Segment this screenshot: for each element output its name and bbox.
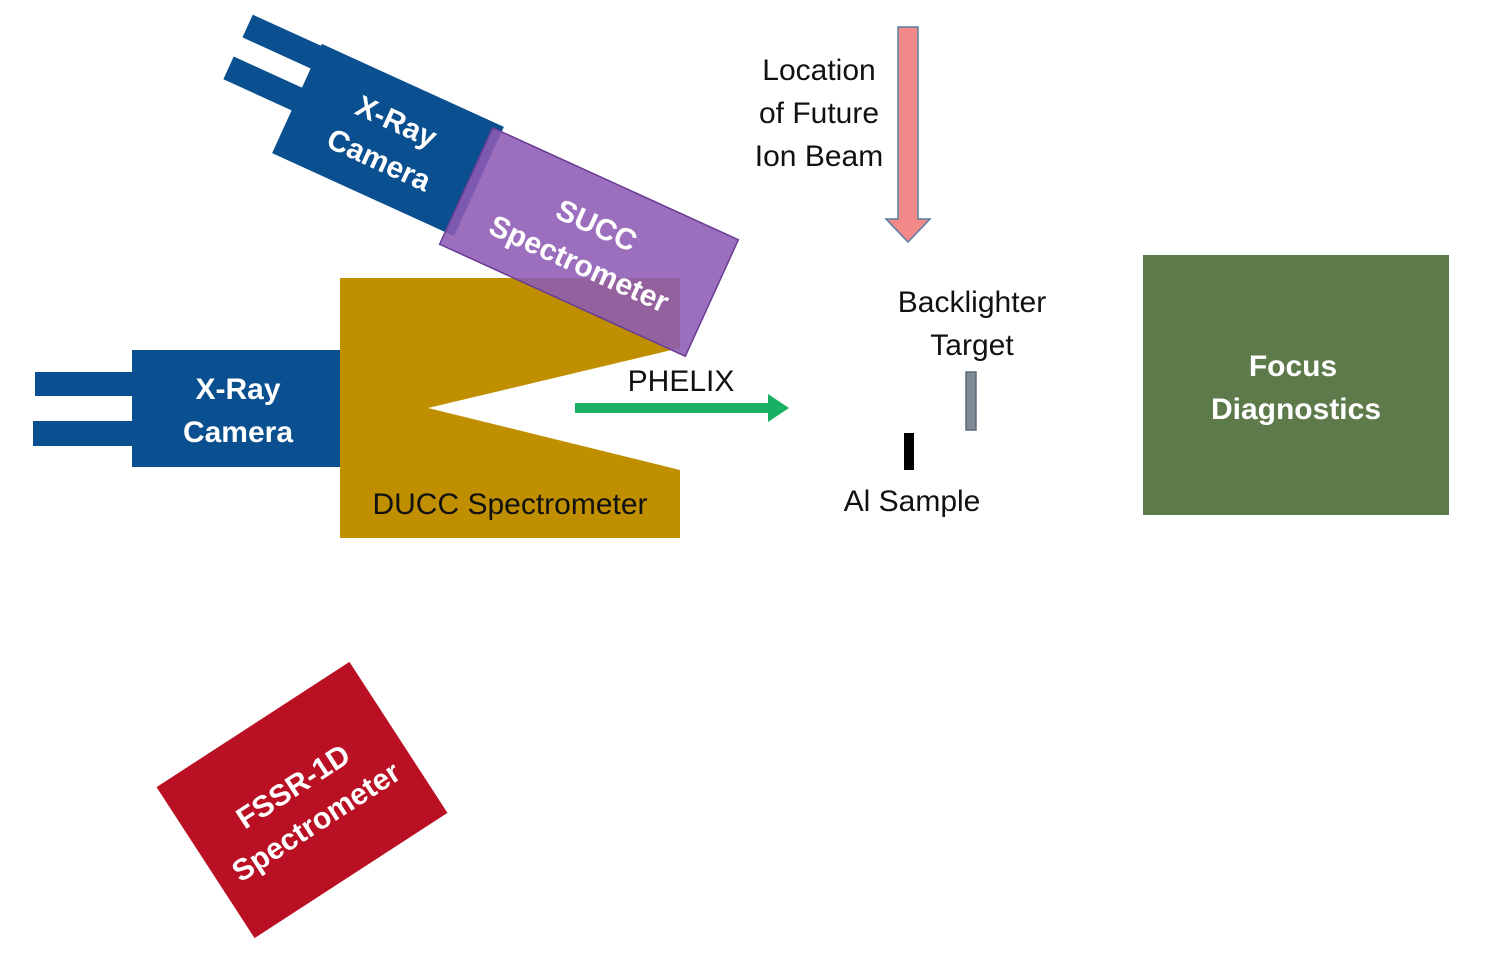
left-camera-prong-top [35,372,135,396]
succ-spectrometer: SUCC Spectrometer [438,126,740,358]
sample-label: Al Sample [844,485,981,518]
backlighter-label-line2: Target [930,329,1014,362]
al-sample: Al Sample [844,433,981,518]
ion-beam-label-line3: Ion Beam [755,140,883,173]
backlighter-bar [965,371,977,431]
sample-bar [904,433,914,470]
backlighter-target: Backlighter Target [898,286,1046,431]
left-xray-camera: X-Ray Camera [33,350,340,467]
focus-diagnostics: Focus Diagnostics [1143,255,1449,515]
ion-beam-label-line1: Location [762,54,875,87]
backlighter-label-line1: Backlighter [898,286,1046,319]
top-camera-prong-top [242,14,335,75]
top-camera-prong-bottom [223,56,316,117]
fssr-spectrometer: FSSR-1D Spectrometer [156,661,448,939]
succ-body [438,126,740,358]
phelix-arrow [575,394,789,422]
phelix-label: PHELIX [628,365,735,398]
ducc-spectrometer: DUCC Spectrometer [340,278,680,538]
top-camera-body [272,43,504,237]
ion-beam-arrow [884,26,932,244]
left-camera-label-line1: X-Ray [195,373,280,406]
ion-beam: Location of Future Ion Beam [755,26,932,244]
ducc-body [340,278,680,538]
focus-body [1143,255,1449,515]
left-camera-label-line2: Camera [183,416,293,449]
ducc-label: DUCC Spectrometer [372,488,647,521]
left-camera-body [132,350,340,467]
focus-label-line2: Diagnostics [1211,393,1381,426]
left-camera-prong-bottom [33,421,135,446]
phelix-beam: PHELIX [575,365,789,422]
focus-label-line1: Focus [1249,350,1337,383]
ion-beam-label-line2: of Future [759,97,879,130]
fssr-body [156,661,448,939]
